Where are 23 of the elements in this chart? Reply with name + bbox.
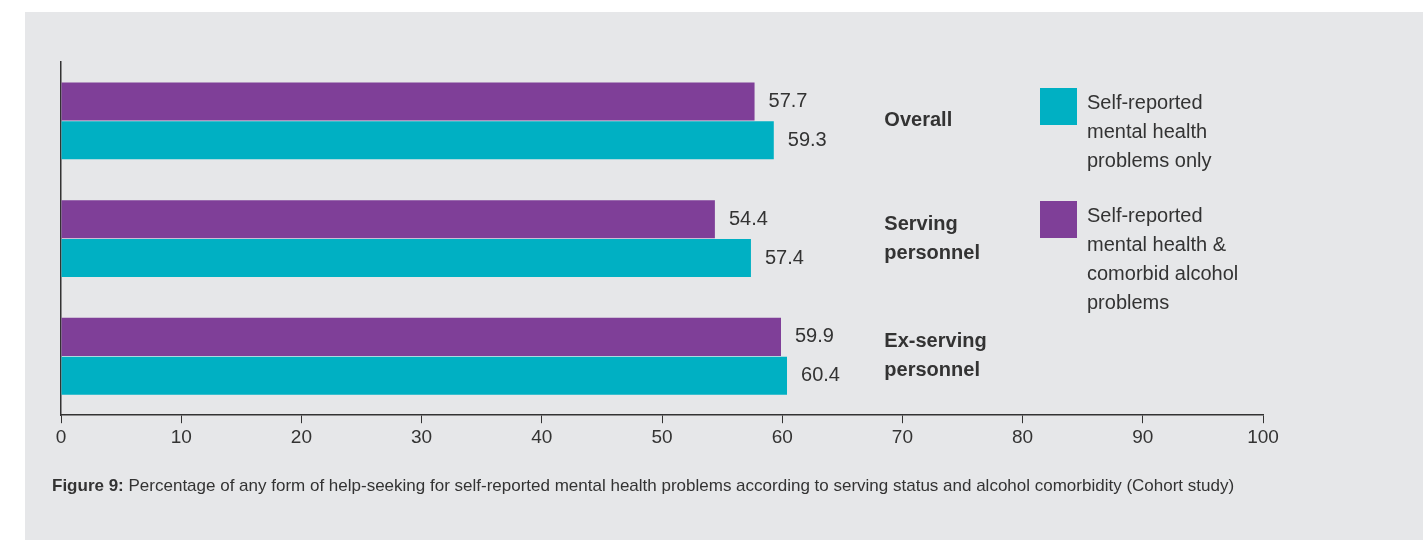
x-tick-label: 70	[891, 425, 913, 447]
legend-label: Self-reported mental health & comorbid alcohol problems	[1087, 203, 1240, 315]
data-label: 60.4	[801, 363, 840, 386]
data-label: 54.4	[728, 206, 768, 229]
x-tick-label: 20	[290, 425, 312, 447]
x-tick-label: 10	[170, 425, 192, 447]
data-label: 59.9	[795, 324, 834, 347]
legend-label: Self-reported mental health problems only	[1087, 90, 1213, 173]
y-tick-label: Ex-serving personnel	[884, 329, 987, 381]
x-tick-label: 100	[1247, 425, 1279, 447]
y-tick-label: Serving personnel	[884, 211, 980, 263]
caption: Figure 9: Percentage of any form of help-seeking for self-reported mental health problems according to serving status and alcohol comorbidity (Cohort study)	[52, 475, 1236, 497]
x-tick-label: 50	[651, 425, 673, 447]
x-tick-label: 0	[55, 425, 67, 447]
x-tick-label: 90	[1132, 425, 1154, 447]
x-tick-label: 60	[771, 425, 793, 447]
y-tick-label: Overall	[884, 108, 953, 131]
data-label: 57.4	[764, 245, 804, 268]
data-label: 59.3	[787, 127, 827, 150]
x-tick-label: 30	[411, 425, 433, 447]
x-tick-label: 40	[531, 425, 553, 447]
x-tick-label: 80	[1012, 425, 1034, 447]
data-label: 57.7	[768, 88, 808, 111]
